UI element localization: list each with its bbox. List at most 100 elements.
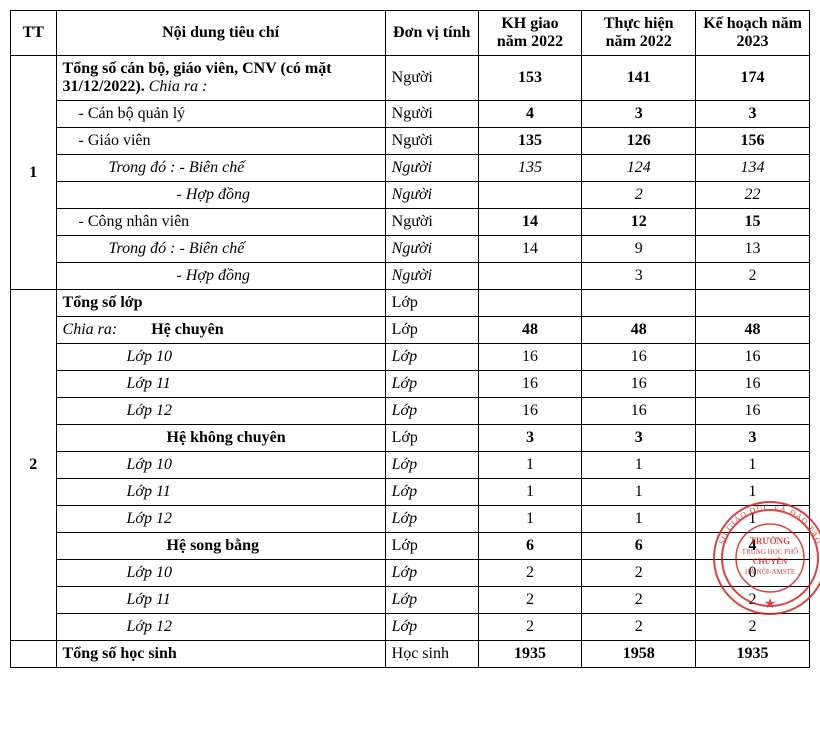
table-row: - Công nhân viên Người 14 12 15 — [11, 209, 810, 236]
table-row: 2 Tổng số lớp Lớp — [11, 290, 810, 317]
cell-v1 — [478, 182, 581, 209]
cell-label: Lớp 11 — [56, 587, 385, 614]
cell-v2: 2 — [582, 587, 696, 614]
cell-unit: Lớp — [385, 290, 478, 317]
cell-v1: 48 — [478, 317, 581, 344]
col-kh2023: Kế hoạch năm 2023 — [696, 11, 810, 56]
cell-unit: Lớp — [385, 614, 478, 641]
cell-label: Trong đó : - Biên chế — [56, 236, 385, 263]
cell-unit: Người — [385, 236, 478, 263]
cell-v3: 134 — [696, 155, 810, 182]
header-row: TT Nội dung tiêu chí Đơn vị tính KH giao… — [11, 11, 810, 56]
data-table: TT Nội dung tiêu chí Đơn vị tính KH giao… — [10, 10, 810, 668]
cell-v2: 16 — [582, 344, 696, 371]
cell-v3: 0 — [696, 560, 810, 587]
cell-v1: 2 — [478, 560, 581, 587]
cell-v3: 16 — [696, 371, 810, 398]
table-row: Lớp 12 Lớp 1 1 1 — [11, 506, 810, 533]
table-row: Chia ra: Hệ chuyên Lớp 48 48 48 — [11, 317, 810, 344]
cell-v2: 141 — [582, 56, 696, 101]
table-row: Hệ không chuyên Lớp 3 3 3 — [11, 425, 810, 452]
cell-v1: 14 — [478, 209, 581, 236]
cell-label: - Giáo viên — [56, 128, 385, 155]
col-noidung: Nội dung tiêu chí — [56, 11, 385, 56]
table-row: Hệ song bằng Lớp 6 6 4 — [11, 533, 810, 560]
cell-label: Lớp 10 — [56, 344, 385, 371]
cell-v3: 156 — [696, 128, 810, 155]
cell-v3: 16 — [696, 398, 810, 425]
cell-v2: 124 — [582, 155, 696, 182]
cell-v2: 2 — [582, 560, 696, 587]
cell-unit: Lớp — [385, 398, 478, 425]
cell-unit: Lớp — [385, 479, 478, 506]
col-tt: TT — [11, 11, 57, 56]
cell-unit: Người — [385, 128, 478, 155]
cell-v1: 153 — [478, 56, 581, 101]
cell-v3: 13 — [696, 236, 810, 263]
cell-label: Chia ra: Hệ chuyên — [56, 317, 385, 344]
cell-v2: 3 — [582, 425, 696, 452]
table-row: Lớp 12 Lớp 2 2 2 — [11, 614, 810, 641]
cell-v2 — [582, 290, 696, 317]
cell-unit: Lớp — [385, 344, 478, 371]
table-row: Trong đó : - Biên chế Người 135 124 134 — [11, 155, 810, 182]
cell-v1: 2 — [478, 614, 581, 641]
cell-v1: 1 — [478, 479, 581, 506]
table-row: Lớp 11 Lớp 16 16 16 — [11, 371, 810, 398]
cell-v2: 1 — [582, 479, 696, 506]
cell-v3: 15 — [696, 209, 810, 236]
cell-v2: 1 — [582, 506, 696, 533]
cell-unit: Người — [385, 182, 478, 209]
cell-v1: 2 — [478, 587, 581, 614]
cell-unit: Người — [385, 101, 478, 128]
cell-v3: 174 — [696, 56, 810, 101]
cell-v2: 48 — [582, 317, 696, 344]
cell-v3: 22 — [696, 182, 810, 209]
cell-v1: 16 — [478, 371, 581, 398]
cell-v3 — [696, 290, 810, 317]
label-tail: Chia ra : — [149, 78, 208, 95]
cell-v2: 12 — [582, 209, 696, 236]
cell-label: Hệ song bằng — [56, 533, 385, 560]
cell-unit: Lớp — [385, 317, 478, 344]
cell-v1: 3 — [478, 425, 581, 452]
cell-unit: Học sinh — [385, 641, 478, 668]
table-row: Lớp 11 Lớp 1 1 1 — [11, 479, 810, 506]
cell-unit: Lớp — [385, 425, 478, 452]
cell-label: Lớp 12 — [56, 614, 385, 641]
section-number: 1 — [11, 56, 57, 290]
label-chiar: Chia ra: — [63, 321, 118, 338]
table-row: Lớp 11 Lớp 2 2 2 — [11, 587, 810, 614]
table-row: Trong đó : - Biên chế Người 14 9 13 — [11, 236, 810, 263]
table-row: - Hợp đồng Người 2 22 — [11, 182, 810, 209]
cell-unit: Người — [385, 263, 478, 290]
table-row: Lớp 10 Lớp 16 16 16 — [11, 344, 810, 371]
cell-v2: 9 — [582, 236, 696, 263]
cell-label: Lớp 12 — [56, 398, 385, 425]
cell-label: Lớp 11 — [56, 479, 385, 506]
cell-unit: Lớp — [385, 371, 478, 398]
cell-v2: 2 — [582, 614, 696, 641]
cell-v3: 16 — [696, 344, 810, 371]
col-kh2022: KH giao năm 2022 — [478, 11, 581, 56]
cell-v3: 1 — [696, 452, 810, 479]
cell-v2: 3 — [582, 101, 696, 128]
cell-label: Lớp 10 — [56, 560, 385, 587]
cell-v3: 2 — [696, 263, 810, 290]
cell-v1: 1935 — [478, 641, 581, 668]
cell-label: Lớp 12 — [56, 506, 385, 533]
cell-v1: 14 — [478, 236, 581, 263]
cell-v1 — [478, 290, 581, 317]
cell-v2: 2 — [582, 182, 696, 209]
section-number — [11, 641, 57, 668]
table-row: Lớp 12 Lớp 16 16 16 — [11, 398, 810, 425]
cell-v3: 1 — [696, 506, 810, 533]
cell-label: Tổng số lớp — [56, 290, 385, 317]
cell-unit: Lớp — [385, 452, 478, 479]
col-donvi: Đơn vị tính — [385, 11, 478, 56]
cell-v1: 135 — [478, 155, 581, 182]
cell-v2: 3 — [582, 263, 696, 290]
label-hechuyen: Hệ chuyên — [121, 321, 223, 338]
cell-unit: Lớp — [385, 560, 478, 587]
cell-v2: 126 — [582, 128, 696, 155]
